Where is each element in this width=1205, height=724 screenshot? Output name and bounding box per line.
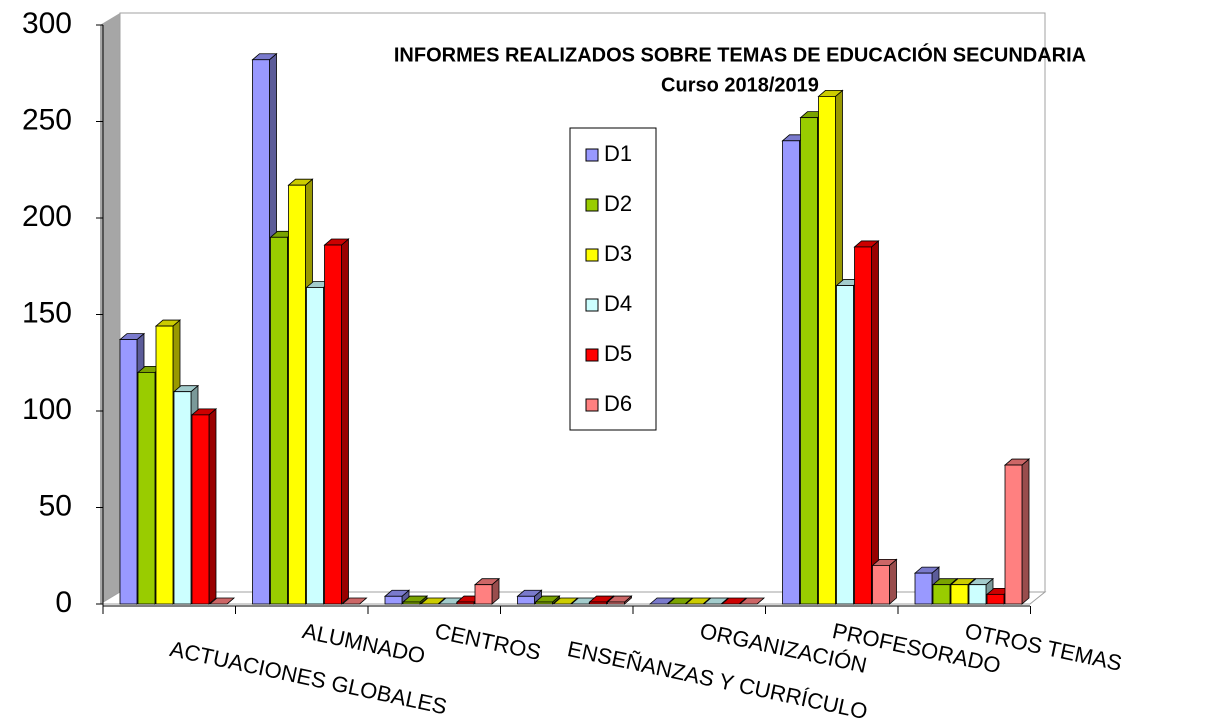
x-tick-label: CENTROS <box>433 618 543 665</box>
y-tick-label: 50 <box>39 489 72 522</box>
bar-face <box>456 601 475 605</box>
bar-face <box>872 565 890 605</box>
legend-swatch <box>585 298 599 312</box>
bar-face <box>517 595 535 605</box>
bar <box>516 589 543 605</box>
bar <box>552 597 579 605</box>
bar <box>1003 458 1031 605</box>
y-tick-label: 300 <box>22 7 72 40</box>
bar <box>323 238 350 605</box>
bar-face <box>341 238 349 605</box>
bar <box>401 595 429 605</box>
bar-face <box>252 59 270 605</box>
chart-title: INFORMES REALIZADOS SOBRE TEMAS DE EDUCA… <box>394 42 1086 66</box>
bar-face <box>950 584 969 605</box>
bar <box>853 240 880 605</box>
y-tick-label: 100 <box>22 393 72 426</box>
bar-face <box>324 244 342 605</box>
bar <box>738 597 766 605</box>
chart-subtitle: Curso 2018/2019 <box>661 74 819 96</box>
bar-face <box>818 96 836 605</box>
bar-face <box>306 287 324 605</box>
y-tick-label: 200 <box>22 200 72 233</box>
bar-face <box>782 140 800 605</box>
legend-swatch <box>585 148 599 162</box>
bar-face <box>986 593 1005 605</box>
bar-face <box>1021 458 1030 605</box>
bar-face <box>384 595 403 605</box>
bar-face <box>288 184 306 605</box>
bar-face <box>552 597 579 605</box>
bar-face <box>419 597 447 605</box>
y-tick-label: 250 <box>22 103 72 136</box>
bar-face <box>914 572 933 605</box>
bar <box>648 597 676 605</box>
legend-label: D3 <box>604 241 632 266</box>
bar-face <box>474 584 493 605</box>
bar-face <box>119 339 138 605</box>
bar <box>419 597 447 605</box>
bar-face <box>341 597 368 605</box>
legend-swatch <box>585 248 599 262</box>
bar <box>190 407 218 605</box>
bar-face <box>738 597 766 605</box>
bar-face <box>270 236 288 605</box>
bar-face <box>836 285 854 605</box>
legend-swatch <box>585 348 599 362</box>
bar <box>684 597 712 605</box>
bar-face <box>208 407 217 605</box>
bar-face <box>932 584 951 605</box>
y-tick-label: 150 <box>22 296 72 329</box>
bar-face <box>589 601 607 605</box>
legend-swatch <box>585 198 599 212</box>
bar-face <box>173 391 192 605</box>
bar-face <box>607 601 625 605</box>
side-wall <box>100 13 120 604</box>
bar <box>871 558 898 605</box>
bar-face <box>889 558 897 605</box>
bar-face <box>666 597 694 605</box>
bar-face <box>402 601 421 605</box>
bar <box>534 595 561 605</box>
bar <box>702 597 730 605</box>
bar-face <box>155 325 174 605</box>
bar <box>720 597 748 605</box>
legend-label: D6 <box>604 391 632 416</box>
bar-face <box>968 584 987 605</box>
legend-label: D5 <box>604 341 632 366</box>
bar-face <box>648 597 676 605</box>
legend-swatch <box>585 398 599 412</box>
x-tick-label: ALUMNADO <box>300 618 427 668</box>
legend-label: D1 <box>604 141 632 166</box>
bar-face <box>1004 464 1023 605</box>
bar-face <box>720 597 748 605</box>
bar <box>473 577 501 605</box>
bar-face <box>854 246 872 605</box>
bar-face <box>871 240 879 605</box>
bar <box>341 597 368 605</box>
bar <box>383 589 411 605</box>
bar <box>208 597 236 605</box>
legend-label: D4 <box>604 291 632 316</box>
y-tick-label: 0 <box>55 586 72 619</box>
bar-face <box>702 597 730 605</box>
bar <box>666 597 694 605</box>
bar-face <box>137 371 156 605</box>
bar-face <box>800 117 818 605</box>
bar-face <box>535 601 553 605</box>
legend <box>569 127 657 431</box>
bar <box>606 595 633 605</box>
legend-label: D2 <box>604 191 632 216</box>
bar-face <box>191 414 210 605</box>
bar-face <box>208 597 236 605</box>
bar-face <box>684 597 712 605</box>
